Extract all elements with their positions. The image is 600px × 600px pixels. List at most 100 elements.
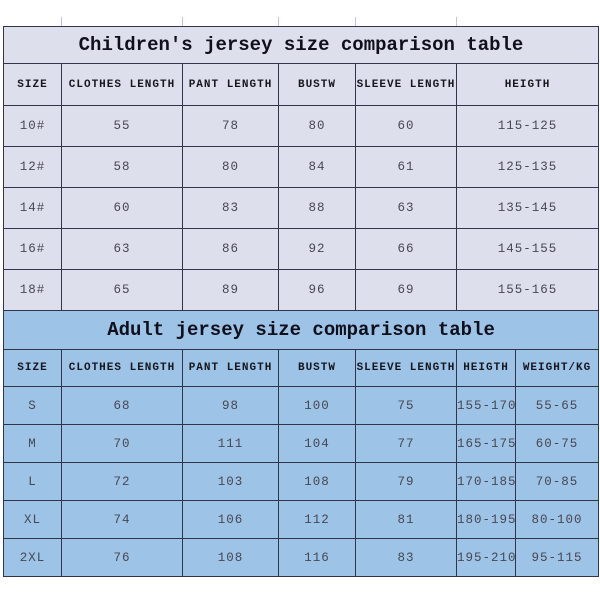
table-cell: 83 bbox=[355, 538, 457, 577]
table-cell: 70 bbox=[61, 424, 183, 463]
table-cell: 74 bbox=[61, 500, 183, 539]
table-row: L 72 103 108 79 170-185 70-85 bbox=[3, 462, 600, 501]
table-cell: 95-115 bbox=[514, 538, 600, 577]
table-cell: 60 bbox=[61, 187, 183, 229]
table-cell: 111 bbox=[182, 424, 279, 463]
adult-table-header-row: SIZE CLOTHES LENGTH PANT LENGTH BUSTW SLEEVE… bbox=[3, 349, 600, 387]
table-cell: 80 bbox=[182, 146, 279, 188]
table-row: 10# 55 78 80 60 115-125 bbox=[3, 105, 599, 147]
crop-tick bbox=[61, 17, 62, 26]
table-cell: 60 bbox=[355, 105, 457, 147]
column-header: HEIGTH bbox=[456, 63, 599, 106]
table-cell: 108 bbox=[278, 462, 356, 501]
table-cell: 155-170 bbox=[456, 386, 516, 425]
table-cell: 165-175 bbox=[456, 424, 516, 463]
table-cell: 63 bbox=[61, 228, 183, 270]
table-cell: XL bbox=[3, 500, 62, 539]
table-cell: 65 bbox=[61, 269, 183, 311]
table-cell: 79 bbox=[355, 462, 457, 501]
column-header: SLEEVE LENGTH bbox=[355, 349, 457, 387]
table-cell: 80 bbox=[278, 105, 356, 147]
adult-table-title-row: Adult jersey size comparison table bbox=[2, 311, 600, 350]
children-table-title-row: Children's jersey size comparison table bbox=[3, 26, 599, 64]
table-cell: 103 bbox=[182, 462, 279, 501]
table-cell: 96 bbox=[278, 269, 356, 311]
table-cell: 112 bbox=[278, 500, 356, 539]
table-row: 12# 58 80 84 61 125-135 bbox=[3, 146, 599, 188]
table-cell: 115-125 bbox=[456, 105, 599, 147]
table-row: 14# 60 83 88 63 135-145 bbox=[3, 187, 599, 229]
column-header: HEIGTH bbox=[456, 349, 516, 387]
table-cell: 170-185 bbox=[456, 462, 516, 501]
table-cell: 14# bbox=[3, 187, 62, 229]
table-row: 2XL 76 108 116 83 195-210 95-115 bbox=[3, 538, 600, 577]
table-cell: 155-165 bbox=[456, 269, 599, 311]
table-cell: 104 bbox=[278, 424, 356, 463]
table-cell: 180-195 bbox=[456, 500, 516, 539]
adult-table-title: Adult jersey size comparison table bbox=[2, 311, 600, 350]
adult-table-body: S 68 98 100 75 155-170 55-65 M 70 111 104 77 165-175… bbox=[3, 386, 600, 577]
table-row: XL 74 106 112 81 180-195 80-100 bbox=[3, 500, 600, 539]
column-header: CLOTHES LENGTH bbox=[61, 63, 183, 106]
table-cell: 84 bbox=[278, 146, 356, 188]
table-cell: 78 bbox=[182, 105, 279, 147]
table-cell: S bbox=[3, 386, 62, 425]
table-cell: 106 bbox=[182, 500, 279, 539]
table-cell: 63 bbox=[355, 187, 457, 229]
table-cell: 77 bbox=[355, 424, 457, 463]
crop-tick bbox=[355, 17, 356, 26]
children-table-title: Children's jersey size comparison table bbox=[3, 26, 599, 64]
crop-tick bbox=[182, 17, 183, 26]
table-cell: 69 bbox=[355, 269, 457, 311]
table-cell: 60-75 bbox=[514, 424, 600, 463]
table-cell: 12# bbox=[3, 146, 62, 188]
table-cell: 61 bbox=[355, 146, 457, 188]
table-cell: 92 bbox=[278, 228, 356, 270]
children-table-body: 10# 55 78 80 60 115-125 12# 58 80 84 61 125-135 14# 6… bbox=[3, 105, 599, 311]
table-cell: 98 bbox=[182, 386, 279, 425]
column-header: SLEEVE LENGTH bbox=[355, 63, 457, 106]
crop-tick bbox=[278, 17, 279, 26]
column-header: PANT LENGTH bbox=[182, 349, 279, 387]
table-cell: 70-85 bbox=[514, 462, 600, 501]
column-header: PANT LENGTH bbox=[182, 63, 279, 106]
table-cell: L bbox=[3, 462, 62, 501]
column-header: SIZE bbox=[3, 349, 62, 387]
table-cell: 58 bbox=[61, 146, 183, 188]
table-cell: 18# bbox=[3, 269, 62, 311]
table-cell: 88 bbox=[278, 187, 356, 229]
table-cell: 89 bbox=[182, 269, 279, 311]
children-size-table: Children's jersey size comparison table … bbox=[3, 26, 599, 311]
table-row: 18# 65 89 96 69 155-165 bbox=[3, 269, 599, 311]
table-cell: 116 bbox=[278, 538, 356, 577]
table-cell: 76 bbox=[61, 538, 183, 577]
table-row: M 70 111 104 77 165-175 60-75 bbox=[3, 424, 600, 463]
table-cell: M bbox=[3, 424, 62, 463]
table-cell: 80-100 bbox=[514, 500, 600, 539]
adult-size-table: Adult jersey size comparison table SIZE C… bbox=[2, 311, 600, 577]
table-cell: 2XL bbox=[3, 538, 62, 577]
column-header: BUSTW bbox=[278, 349, 356, 387]
table-cell: 55 bbox=[61, 105, 183, 147]
table-cell: 72 bbox=[61, 462, 183, 501]
table-cell: 125-135 bbox=[456, 146, 599, 188]
table-cell: 86 bbox=[182, 228, 279, 270]
table-cell: 55-65 bbox=[514, 386, 600, 425]
table-cell: 135-145 bbox=[456, 187, 599, 229]
table-cell: 195-210 bbox=[456, 538, 516, 577]
table-cell: 81 bbox=[355, 500, 457, 539]
table-cell: 100 bbox=[278, 386, 356, 425]
table-cell: 66 bbox=[355, 228, 457, 270]
children-table-header-row: SIZE CLOTHES LENGTH PANT LENGTH BUSTW SLEEVE… bbox=[3, 63, 599, 106]
table-cell: 75 bbox=[355, 386, 457, 425]
column-header: CLOTHES LENGTH bbox=[61, 349, 183, 387]
table-cell: 10# bbox=[3, 105, 62, 147]
table-row: 16# 63 86 92 66 145-155 bbox=[3, 228, 599, 270]
table-cell: 68 bbox=[61, 386, 183, 425]
table-cell: 16# bbox=[3, 228, 62, 270]
table-cell: 108 bbox=[182, 538, 279, 577]
crop-tick bbox=[456, 17, 457, 26]
column-header: WEIGHT/KG bbox=[514, 349, 600, 387]
column-header: BUSTW bbox=[278, 63, 356, 106]
